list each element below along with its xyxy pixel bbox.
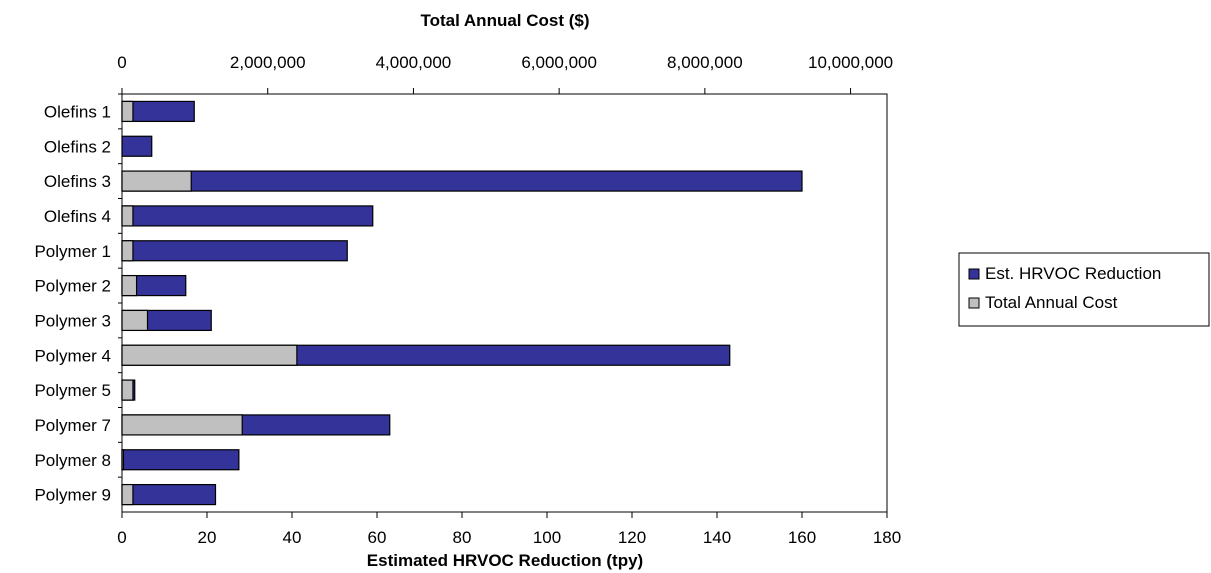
legend-swatch [968, 297, 980, 309]
legend-label: Est. HRVOC Reduction [985, 264, 1161, 283]
x-tick-label: 180 [873, 528, 901, 547]
bar-total-annual-cost [121, 449, 125, 471]
bar-total-annual-cost [121, 344, 298, 366]
bottom-axis-title: Estimated HRVOC Reduction (tpy) [367, 551, 643, 570]
x-tick-label: 20 [198, 528, 217, 547]
category-label: Polymer 2 [34, 277, 111, 296]
category-label: Polymer 7 [34, 416, 111, 435]
bar-hrvoc-reduction [121, 205, 374, 227]
x-tick-label: 120 [618, 528, 646, 547]
plot-area: Olefins 1 Olefins 2 Olefins 3 Olefins 4 Poly… [34, 53, 901, 547]
legend-label: Total Annual Cost [985, 293, 1118, 312]
x-tick-label: 140 [703, 528, 731, 547]
category-label: Olefins 3 [44, 172, 111, 191]
x2-tick-label: 10,000,000 [808, 53, 893, 72]
x2-tick-label: 2,000,000 [230, 53, 306, 72]
bar-total-annual-cost [121, 170, 192, 192]
category-label: Polymer 4 [34, 346, 111, 365]
category-label: Olefins 4 [44, 207, 111, 226]
category-label: Polymer 1 [34, 242, 111, 261]
x-tick-label: 0 [117, 528, 126, 547]
category-label: Olefins 2 [44, 137, 111, 156]
bar-total-annual-cost [121, 274, 138, 297]
bar-total-annual-cost [121, 240, 134, 262]
x-tick-label: 160 [788, 528, 816, 547]
x2-tick-label: 4,000,000 [376, 53, 452, 72]
x-tick-label: 40 [283, 528, 302, 547]
bar-total-annual-cost [121, 414, 243, 436]
x2-tick-label: 8,000,000 [667, 53, 743, 72]
bar-total-annual-cost [121, 483, 134, 506]
category-label: Polymer 9 [34, 486, 111, 505]
bar-hrvoc-reduction [121, 240, 348, 262]
bar-total-annual-cost [121, 100, 134, 123]
bar-total-annual-cost [121, 309, 149, 332]
legend: Est. HRVOC Reduction Total Annual Cost [958, 252, 1210, 327]
x-tick-label: 100 [533, 528, 561, 547]
legend-swatch [968, 268, 980, 280]
x-tick-label: 60 [368, 528, 387, 547]
bar-hrvoc-reduction [121, 170, 803, 192]
x2-tick-label: 6,000,000 [521, 53, 597, 72]
bar-hrvoc-reduction [121, 483, 217, 506]
x2-tick-label: 0 [117, 53, 126, 72]
plot-frame [121, 93, 888, 513]
bar-total-annual-cost [121, 379, 134, 401]
category-label: Olefins 1 [44, 102, 111, 121]
bar-hrvoc-reduction [121, 135, 153, 157]
category-label: Polymer 5 [34, 381, 111, 400]
top-axis-title: Total Annual Cost ($) [420, 11, 589, 30]
legend-box [958, 252, 1210, 327]
x-tick-label: 80 [453, 528, 472, 547]
category-label: Polymer 3 [34, 311, 111, 330]
bar-total-annual-cost [121, 205, 134, 227]
category-label: Polymer 8 [34, 451, 111, 470]
bar-hrvoc-reduction [121, 449, 240, 471]
